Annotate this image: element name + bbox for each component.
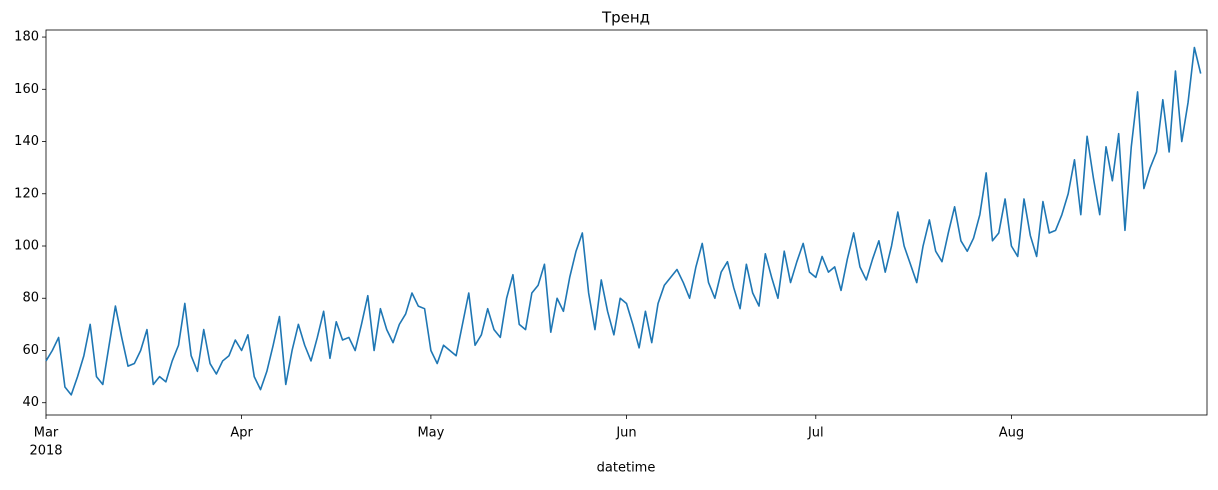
y-tick-label: 120 (14, 186, 39, 201)
y-tick-label: 80 (22, 291, 39, 306)
y-tick-label: 60 (22, 343, 39, 358)
x-tick-label: Aug (999, 426, 1024, 441)
x-tick-label: Apr (230, 426, 253, 441)
y-tick-label: 40 (22, 395, 39, 410)
x-tick-label: May (417, 426, 444, 441)
chart-title: Тренд (601, 9, 650, 27)
x-tick-label: Jun (615, 426, 636, 441)
x-tick-label: Jul (807, 426, 824, 441)
x-year-label: 2018 (29, 444, 62, 459)
series-line (45, 46, 1202, 396)
y-tick-label: 100 (14, 239, 39, 254)
y-tick-label: 160 (14, 82, 39, 97)
y-tick-label: 140 (14, 134, 39, 149)
x-axis-label: datetime (597, 461, 656, 476)
x-tick-label: Mar (34, 426, 59, 441)
y-tick-label: 180 (14, 30, 39, 45)
axes-frame (45, 29, 1208, 416)
